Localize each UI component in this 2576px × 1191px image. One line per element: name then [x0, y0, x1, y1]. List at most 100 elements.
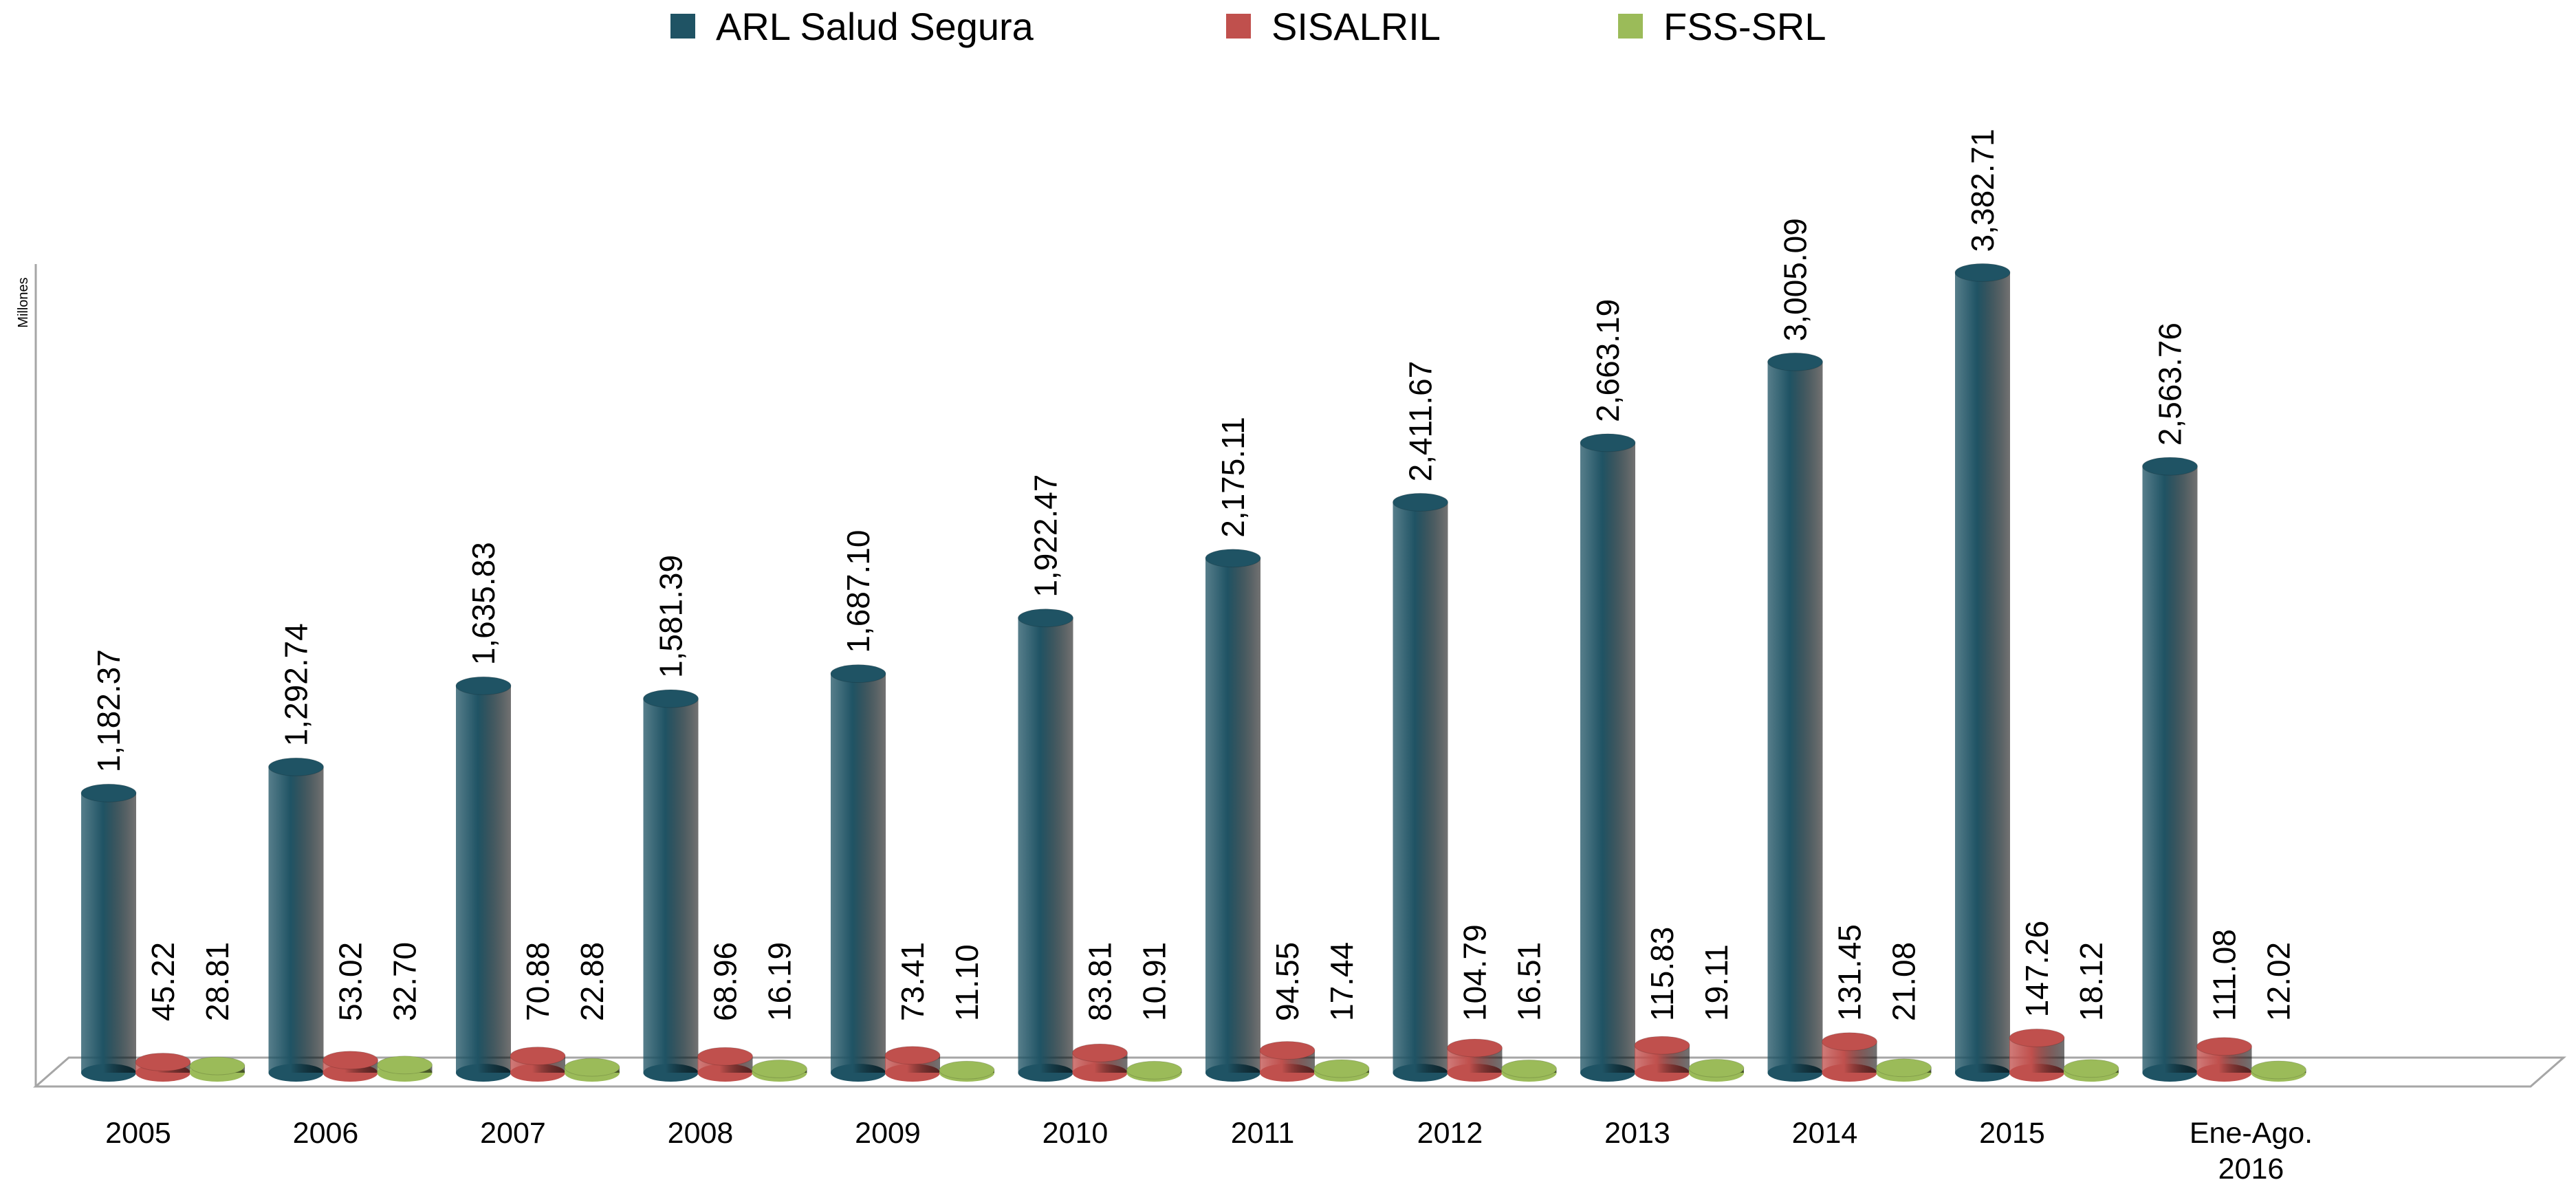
value-label: 18.12	[2073, 942, 2109, 1021]
bar-top	[1313, 1059, 1370, 1078]
bar-top	[510, 1047, 566, 1066]
bar-top	[377, 1056, 433, 1075]
value-label: 10.91	[1137, 942, 1172, 1021]
bar-top	[189, 1056, 245, 1075]
bar-top	[830, 664, 886, 684]
bar-top	[564, 1058, 620, 1077]
value-label: 131.45	[1832, 924, 1868, 1021]
value-label: 73.41	[895, 942, 930, 1021]
value-label: 1,635.83	[466, 542, 501, 665]
x-tick-label: 2007	[480, 1117, 546, 1150]
bar-top	[2251, 1060, 2306, 1080]
legend-swatch	[1618, 14, 1643, 39]
bar	[1018, 618, 1073, 1073]
bar-top	[1259, 1040, 1316, 1060]
value-label: 147.26	[2019, 921, 2055, 1018]
bar	[1955, 272, 2010, 1073]
value-label: 19.11	[1699, 944, 1734, 1021]
bar-top	[1393, 492, 1448, 512]
bar-top	[80, 783, 137, 802]
bar-top	[1688, 1058, 1745, 1078]
bar-top	[2142, 457, 2198, 476]
x-tick-label: 2009	[855, 1117, 921, 1150]
value-label: 68.96	[708, 942, 743, 1021]
bar-top	[2009, 1028, 2065, 1047]
value-label: 3,382.71	[1965, 129, 2000, 252]
bar-top	[1501, 1059, 1557, 1078]
bar	[268, 767, 324, 1073]
x-tick-label: 2008	[667, 1117, 734, 1150]
value-label: 3,005.09	[1778, 218, 1813, 341]
value-label: 1,182.37	[91, 649, 127, 772]
value-label: 28.81	[199, 942, 235, 1021]
bar-top	[643, 689, 699, 708]
bar-top	[1876, 1058, 1932, 1078]
legend-label: SISALRIL	[1271, 5, 1441, 48]
bar	[81, 793, 136, 1073]
value-label: 16.51	[1511, 942, 1547, 1021]
legend-label: FSS-SRL	[1663, 5, 1826, 48]
value-label: 1,687.10	[840, 530, 876, 653]
bar	[1580, 442, 1635, 1073]
value-label: 2,663.19	[1590, 299, 1626, 422]
value-label: 70.88	[520, 942, 556, 1021]
bar-top	[1205, 549, 1261, 568]
bar-top	[1018, 609, 1073, 628]
bar	[456, 686, 511, 1073]
x-tick-label: 2005	[105, 1117, 171, 1150]
bar-top	[135, 1052, 191, 1071]
bar-top	[939, 1060, 995, 1080]
value-label: 11.10	[949, 944, 985, 1021]
value-label: 1,581.39	[653, 555, 689, 678]
bar-top	[1447, 1038, 1503, 1058]
value-label: 16.19	[762, 942, 798, 1021]
value-label: 2,563.76	[2152, 323, 2188, 446]
value-label: 111.08	[2207, 929, 2242, 1021]
bar	[831, 673, 886, 1073]
bar-top	[1126, 1060, 1182, 1080]
value-label: 21.08	[1886, 942, 1922, 1021]
legend-swatch	[1226, 14, 1251, 39]
legend-label: ARL Salud Segura	[716, 5, 1034, 48]
bar	[1393, 502, 1448, 1073]
value-label: 32.70	[387, 942, 423, 1021]
value-label: 83.81	[1082, 942, 1118, 1021]
x-tick-label: 2006	[292, 1117, 359, 1150]
x-tick-label: 2011	[1230, 1117, 1295, 1150]
value-label: 94.55	[1269, 942, 1305, 1021]
bar-top	[1580, 433, 1636, 452]
bar	[1767, 362, 1823, 1073]
value-label: 53.02	[333, 942, 369, 1021]
x-tick-label: 2015	[1979, 1117, 2045, 1150]
bar-top	[1954, 263, 2011, 282]
bar-top	[1767, 352, 1823, 371]
bar-top	[323, 1051, 378, 1070]
value-label: 104.79	[1457, 924, 1493, 1021]
bar-top	[268, 757, 324, 776]
legend-swatch	[670, 14, 695, 39]
x-tick-label: 2010	[1042, 1117, 1109, 1150]
bar-top	[1822, 1032, 1877, 1051]
bar-top	[2063, 1059, 2119, 1078]
bar	[1205, 558, 1260, 1073]
bar-top	[884, 1046, 941, 1065]
x-tick-label: Ene-Ago. 2016	[2189, 1117, 2313, 1185]
bar-top	[1072, 1043, 1128, 1062]
bar	[643, 699, 699, 1073]
value-label: 115.83	[1644, 927, 1680, 1021]
bar-top	[1634, 1036, 1690, 1055]
x-tick-label: 2014	[1791, 1117, 1858, 1150]
bar-top	[2196, 1037, 2252, 1056]
value-label: 1,922.47	[1028, 474, 1064, 598]
value-label: 2,175.11	[1215, 417, 1251, 538]
bar-top	[455, 676, 512, 695]
value-label: 17.44	[1324, 942, 1360, 1021]
x-tick-label: 2012	[1417, 1117, 1483, 1150]
bar-top	[752, 1059, 807, 1078]
x-tick-label: 2013	[1604, 1117, 1670, 1150]
value-label: 45.22	[145, 942, 181, 1021]
value-label: 1,292.74	[279, 623, 314, 746]
y-axis-label: Millones	[16, 277, 31, 327]
